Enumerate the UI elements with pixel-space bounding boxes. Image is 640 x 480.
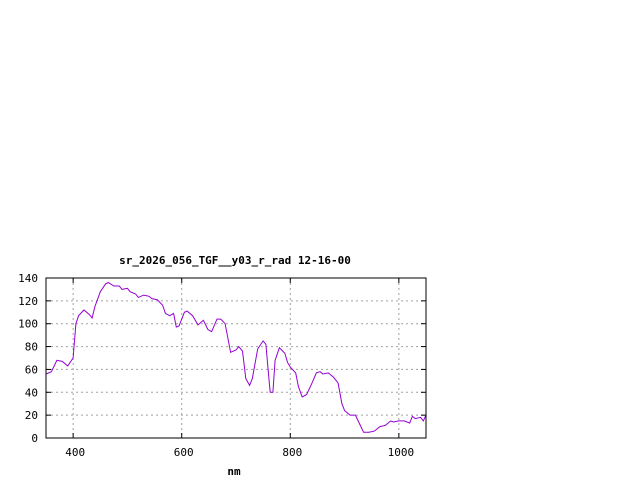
- y-tick-label: 80: [25, 341, 38, 354]
- plot-frame: [45, 277, 427, 439]
- axis-ticks: 0 20 40 60 80 100 120 140 400 600 800 1000: [18, 272, 426, 459]
- x-tick-label: 400: [65, 446, 85, 459]
- y-tick-label: 0: [31, 432, 38, 445]
- y-tick-label: 140: [18, 272, 38, 285]
- y-tick-label: 60: [25, 363, 38, 376]
- x-axis-label: nm: [227, 465, 241, 478]
- grid: [46, 278, 426, 438]
- y-tick-label: 40: [25, 386, 38, 399]
- x-tick-label: 600: [174, 446, 194, 459]
- series-line: [45, 282, 427, 433]
- chart-title: sr_2026_056_TGF__y03_r_rad 12-16-00: [119, 254, 351, 267]
- y-tick-label: 120: [18, 295, 38, 308]
- x-tick-label: 1000: [388, 446, 415, 459]
- y-tick-label: 100: [18, 318, 38, 331]
- x-tick-label: 800: [282, 446, 302, 459]
- y-tick-label: 20: [25, 409, 38, 422]
